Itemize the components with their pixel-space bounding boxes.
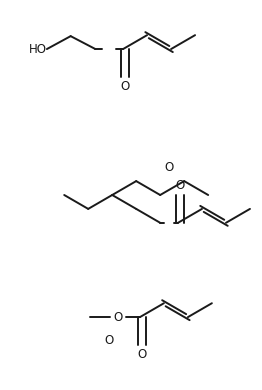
Text: O: O (165, 161, 174, 174)
Text: HO: HO (29, 43, 47, 55)
Text: O: O (121, 80, 130, 93)
Text: O: O (113, 310, 123, 324)
Text: O: O (105, 335, 114, 347)
Text: O: O (175, 179, 185, 191)
Text: O: O (137, 348, 146, 362)
